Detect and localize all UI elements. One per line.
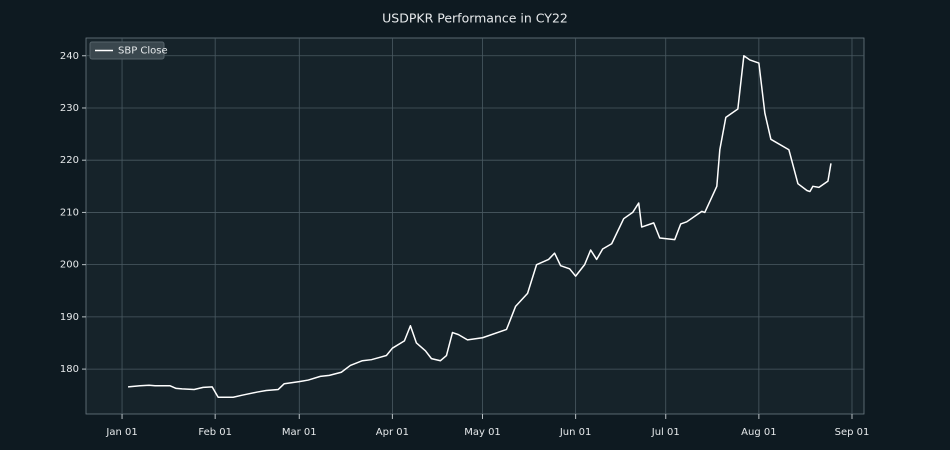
y-tick-label: 180	[60, 364, 79, 375]
legend-box	[89, 41, 165, 60]
x-tick-label: Jun 01	[559, 427, 592, 438]
y-tick-label: 230	[60, 103, 79, 114]
line	[127, 55, 832, 399]
y-tick-label: 210	[60, 207, 79, 218]
x-tick-label: Sep 01	[835, 427, 870, 438]
x-tick-label: Apr 01	[376, 427, 409, 438]
x-tick-label: May 01	[464, 427, 501, 438]
x-tick-label: Feb 01	[198, 427, 232, 438]
x-tick-label: Jan 01	[105, 427, 137, 438]
x-tick-label: Aug 01	[741, 427, 776, 438]
y-tick-label: 220	[60, 155, 79, 166]
x-tick-label: Jul 01	[651, 427, 680, 438]
chart-title: USDPKR Performance in CY22	[382, 11, 568, 26]
y-tick-label: 200	[60, 260, 79, 271]
y-tick-label: 240	[60, 51, 79, 62]
legend-label: SBP Close	[118, 46, 168, 57]
y-tick-label: 190	[60, 312, 79, 323]
x-tick-label: Mar 01	[282, 427, 317, 438]
plot-area	[85, 37, 865, 415]
